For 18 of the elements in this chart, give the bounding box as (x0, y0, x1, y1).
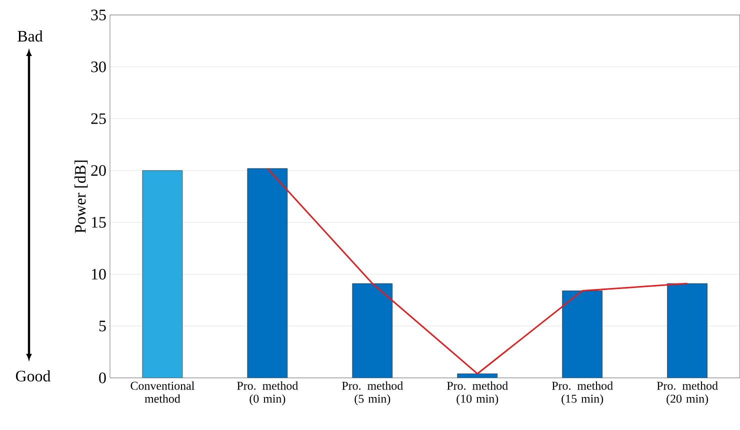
y-tick-label: 5 (99, 320, 106, 332)
y-tick-label: 20 (91, 165, 106, 176)
y-axis-title: Power [dB] (74, 160, 88, 234)
text: Bad (18, 30, 43, 42)
y-tick-label: 0 (99, 372, 106, 384)
y-tick-label: 25 (91, 113, 106, 124)
y-tick-label: 10 (92, 268, 106, 280)
x-tick-label: Pro. method (0 min) (237, 381, 298, 406)
x-tick-label: Pro. method (15 min) (552, 381, 613, 406)
line-series (266, 168, 688, 375)
x-tick-label: Pro. method (20 min) (656, 381, 718, 406)
x-tick-label: Pro. method (5 min) (342, 381, 403, 406)
x-tick-label: Pro. method (10 min) (447, 381, 508, 406)
y-tick-label: 35 (91, 10, 106, 20)
x-tick-label: Conventional method (130, 381, 194, 403)
y-tick-label: 30 (91, 62, 106, 72)
y-tick-label: 15 (92, 217, 106, 228)
text: Good (16, 370, 51, 382)
